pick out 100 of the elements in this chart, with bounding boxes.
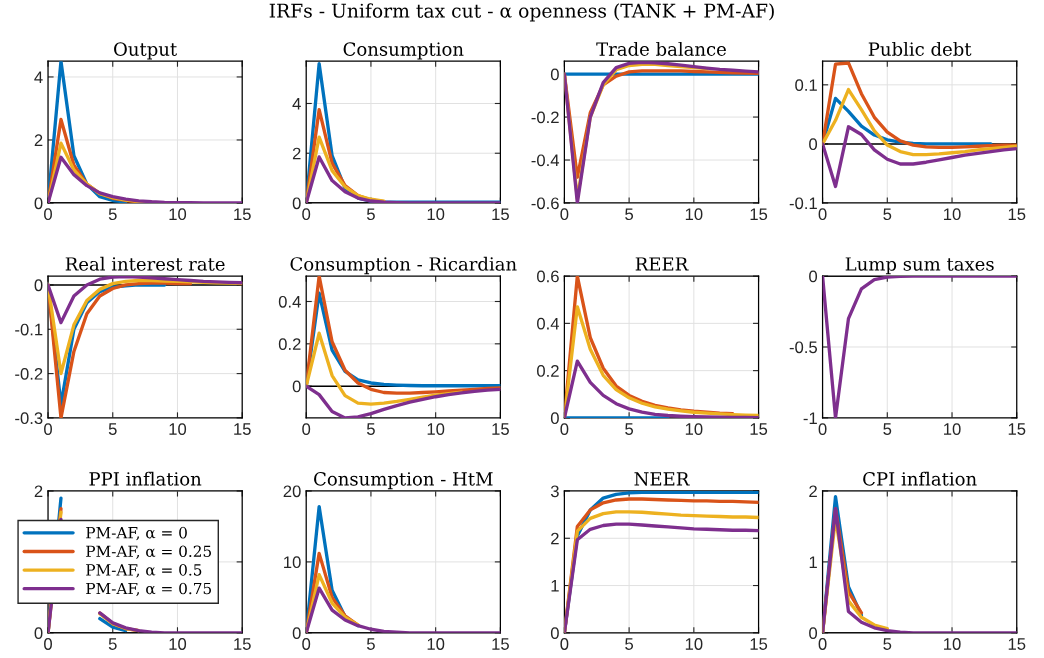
x-tick-label: 5 [108, 638, 117, 650]
x-tick-label: 10 [169, 423, 187, 435]
y-tick-label: 2 [809, 485, 817, 498]
chart-title: Consumption - HtM [314, 472, 493, 490]
x-tick-label: 15 [750, 208, 768, 221]
y-tick-label: -1 [803, 412, 817, 424]
y-tick-label: 0 [809, 270, 818, 283]
chart-title: REER [635, 257, 689, 271]
x-tick-label: 5 [625, 638, 634, 650]
chart-title: PPI inflation [89, 471, 202, 486]
x-tick-label: 10 [685, 638, 703, 650]
y-tick-label: 0.1 [795, 79, 817, 92]
legend-label: PM-AF, α = 0.75 [86, 582, 211, 597]
y-tick-label: 0 [292, 197, 301, 210]
y-tick-label: 0.4 [537, 317, 560, 330]
y-tick-label: 2 [292, 147, 301, 160]
x-tick-label: 15 [492, 208, 509, 221]
x-tick-label: 0 [560, 423, 569, 435]
x-tick-label: 15 [234, 423, 251, 435]
y-tick-label: 0.2 [278, 338, 301, 351]
legend-label: PM-AF, α = 0.5 [86, 564, 202, 578]
x-tick-label: 15 [750, 638, 768, 650]
x-tick-label: 5 [108, 208, 117, 221]
y-tick-label: 20 [283, 485, 301, 498]
x-tick-label: 5 [366, 423, 375, 435]
x-tick-label: 15 [492, 423, 509, 435]
y-tick-label: -0.5 [789, 341, 818, 354]
x-tick-label: 15 [234, 638, 251, 650]
x-tick-label: 10 [944, 208, 961, 221]
y-tick-label: -0.6 [531, 197, 559, 210]
x-tick-label: 10 [169, 208, 187, 221]
y-tick-label: 0 [292, 627, 301, 639]
x-tick-label: 5 [366, 638, 375, 650]
text: IRFs - Uniform tax cut - α openness (TANK + PM-AF) [269, 3, 774, 22]
y-tick-label: 0 [550, 68, 559, 81]
y-tick-label: -0.2 [531, 111, 559, 124]
legend-label: PM-AF, α = 0 [86, 526, 187, 541]
x-tick-label: 5 [108, 423, 117, 435]
x-tick-label: 0 [302, 208, 311, 221]
y-tick-label: -0.1 [15, 323, 43, 336]
x-tick-label: 5 [883, 423, 892, 435]
y-tick-label: 0.6 [537, 270, 559, 283]
chart-title: Output [114, 42, 178, 60]
x-tick-label: 0 [302, 423, 311, 435]
x-tick-label: 15 [1008, 638, 1026, 650]
x-tick-label: 15 [234, 208, 251, 221]
y-tick-label: 0 [34, 279, 43, 292]
y-tick-label: 0 [550, 412, 559, 425]
y-tick-label: -0.4 [531, 154, 560, 167]
chart-title: Trade balance [596, 41, 726, 56]
x-tick-label: 5 [883, 638, 892, 650]
y-tick-label: -0.3 [15, 412, 43, 425]
x-tick-label: 0 [818, 208, 827, 221]
x-tick-label: 10 [169, 638, 187, 650]
chart-title: CPI inflation [863, 471, 977, 486]
x-tick-label: 5 [625, 208, 634, 221]
x-tick-label: 10 [427, 423, 445, 435]
x-tick-label: 10 [685, 208, 703, 221]
x-tick-label: 5 [625, 423, 634, 435]
x-tick-label: 0 [818, 423, 827, 435]
y-tick-label: 1 [809, 556, 817, 568]
y-tick-label: 0 [34, 197, 43, 210]
y-tick-label: 4 [34, 71, 43, 83]
chart-title: Lump sum taxes [845, 257, 994, 275]
y-tick-label: 0.2 [537, 365, 559, 377]
y-tick-label: 0 [809, 138, 818, 151]
x-tick-label: 15 [1008, 208, 1026, 221]
x-tick-label: 5 [366, 208, 375, 221]
y-tick-label: 3 [550, 485, 559, 498]
x-tick-label: 15 [492, 638, 509, 650]
y-tick-label: 2 [34, 485, 43, 498]
chart-title: Real interest rate [65, 256, 225, 271]
chart-title: NEER [634, 472, 690, 486]
y-tick-label: -0.1 [789, 197, 817, 210]
x-tick-label: 10 [944, 423, 961, 435]
x-tick-label: 0 [44, 208, 53, 221]
y-tick-label: 0.4 [278, 295, 301, 308]
y-tick-label: 0 [809, 627, 818, 639]
x-tick-label: 10 [427, 638, 445, 650]
x-tick-label: 5 [883, 208, 892, 221]
x-tick-label: 0 [44, 638, 53, 650]
x-tick-label: 0 [560, 638, 569, 650]
x-tick-label: 10 [427, 208, 445, 221]
y-tick-label: 0 [34, 627, 43, 639]
y-tick-label: 4 [292, 98, 301, 110]
x-tick-label: 0 [44, 423, 53, 435]
x-tick-label: 0 [302, 638, 311, 650]
x-tick-label: 10 [685, 423, 703, 435]
y-tick-label: 10 [284, 556, 301, 569]
chart-title: Consumption [343, 42, 464, 60]
y-tick-label: 2 [551, 532, 559, 545]
x-tick-label: 15 [750, 423, 768, 435]
y-tick-label: 0 [292, 380, 301, 393]
x-tick-label: 0 [560, 208, 569, 221]
x-tick-label: 0 [818, 638, 827, 650]
y-tick-label: 0 [550, 627, 559, 639]
x-tick-label: 10 [944, 638, 961, 650]
chart-title: Consumption - Ricardian [290, 256, 517, 275]
y-tick-label: 1 [551, 580, 559, 592]
chart-title: Public debt [868, 41, 972, 56]
